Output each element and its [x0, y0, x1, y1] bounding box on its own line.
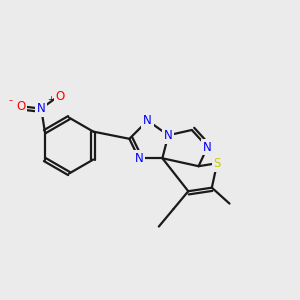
Text: +: + — [47, 95, 53, 104]
Text: N: N — [203, 141, 212, 154]
Text: N: N — [134, 152, 143, 165]
Text: N: N — [143, 114, 152, 127]
Text: O: O — [56, 90, 65, 103]
Text: -: - — [8, 95, 12, 105]
Text: O: O — [16, 100, 25, 113]
Text: N: N — [164, 129, 172, 142]
Text: N: N — [37, 102, 46, 115]
Text: S: S — [213, 157, 221, 170]
